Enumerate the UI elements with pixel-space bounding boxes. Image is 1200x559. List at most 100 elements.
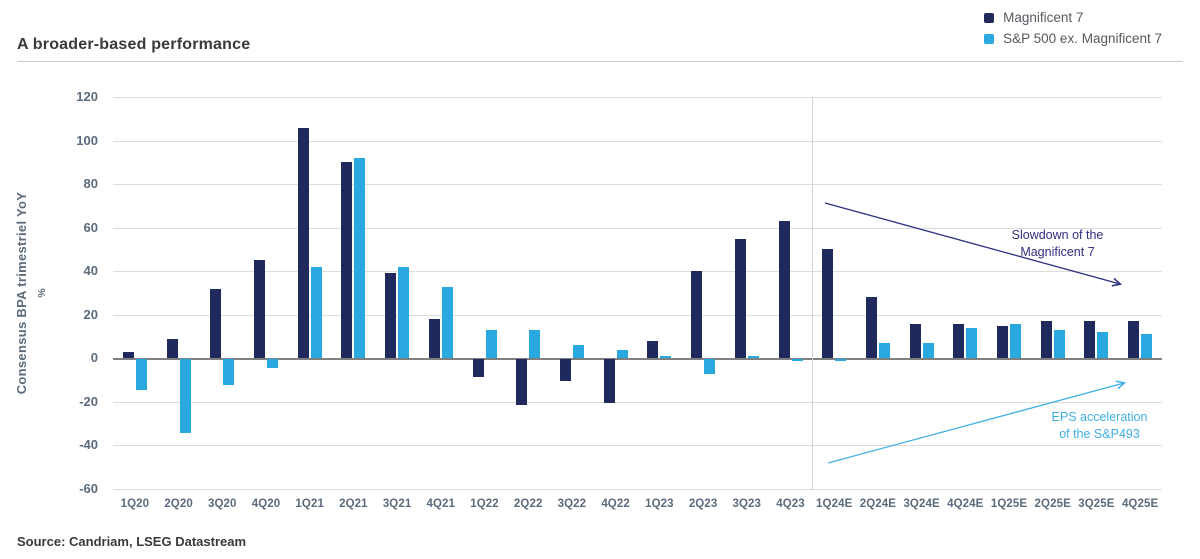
x-tick-label-3q21: 3Q21 [382, 498, 412, 510]
legend-swatch-blue-icon [984, 33, 995, 44]
bar-s-p-500-ex-magnificent-7-3q24e [922, 343, 934, 359]
x-tick-label-3q24e: 3Q24E [903, 498, 940, 510]
bar-magnificent-7-2q21 [341, 162, 353, 359]
bar-s-p-500-ex-magnificent-7-3q23 [747, 356, 759, 359]
bar-s-p-500-ex-magnificent-7-4q21 [441, 286, 453, 359]
gridline--40 [113, 445, 1162, 447]
x-tick-label-2q23: 2Q23 [688, 498, 718, 510]
annotation-slowdown-magnificent-7: Slowdown of the Magnificent 7 [1011, 228, 1104, 259]
bar-magnificent-7-4q24e [953, 323, 965, 359]
bar-magnificent-7-1q20 [122, 351, 134, 359]
bar-magnificent-7-2q24e [865, 297, 877, 359]
gridline--60 [113, 489, 1162, 490]
bar-magnificent-7-3q22 [559, 359, 571, 382]
x-tick-label-2q25e: 2Q25E [1034, 498, 1071, 510]
source-attribution: Source: Candriam, LSEG Datastream [17, 534, 247, 549]
gridline-80 [113, 184, 1162, 186]
x-tick-label-4q22: 4Q22 [601, 498, 630, 510]
bar-magnificent-7-4q25e [1128, 321, 1140, 359]
x-tick-label-3q22: 3Q22 [557, 498, 587, 510]
legend-label: S&P 500 ex. Magnificent 7 [1003, 31, 1162, 46]
bar-s-p-500-ex-magnificent-7-4q20 [267, 359, 278, 368]
x-tick-label-2q21: 2Q21 [339, 498, 368, 510]
x-tick-label-4q24e: 4Q24E [947, 498, 984, 510]
annotation-eps-acceleration: EPS acceleration of the S&P493 [1051, 410, 1148, 441]
bar-s-p-500-ex-magnificent-7-2q21 [354, 158, 366, 359]
bar-s-p-500-ex-magnificent-7-2q23 [704, 359, 716, 375]
x-tick-label-4q25e: 4Q25E [1121, 498, 1159, 510]
y-axis-unit: % [36, 288, 48, 298]
bar-s-p-500-ex-magnificent-7-3q25e [1097, 332, 1109, 359]
bar-s-p-500-ex-magnificent-7-1q21 [310, 266, 322, 359]
bar-magnificent-7-2q22 [516, 359, 528, 405]
legend-swatch-navy-icon [984, 12, 995, 23]
bar-magnificent-7-1q23 [647, 340, 659, 359]
bar-magnificent-7-3q20 [210, 288, 222, 359]
x-tick-label-1q25e: 1Q25E [990, 498, 1028, 510]
bar-s-p-500-ex-magnificent-7-3q22 [572, 345, 584, 359]
bar-magnificent-7-1q22 [472, 359, 484, 377]
legend-label: Magnificent 7 [1003, 10, 1084, 25]
bar-magnificent-7-1q24e [822, 249, 834, 359]
bar-magnificent-7-3q21 [385, 273, 397, 359]
title-divider [17, 61, 1183, 62]
bar-s-p-500-ex-magnificent-7-1q24e [835, 359, 847, 362]
x-tick-label-4q20: 4Q20 [251, 498, 281, 510]
bar-magnificent-7-2q20 [166, 338, 178, 359]
x-tick-label-1q23: 1Q23 [645, 498, 674, 510]
bar-magnificent-7-3q23 [734, 238, 746, 359]
x-tick-label-4q21: 4Q21 [426, 498, 456, 510]
bar-s-p-500-ex-magnificent-7-3q20 [223, 359, 235, 386]
bar-magnificent-7-4q22 [603, 359, 615, 403]
gridline-40 [113, 271, 1162, 273]
bar-s-p-500-ex-magnificent-7-2q25e [1053, 330, 1065, 359]
bar-s-p-500-ex-magnificent-7-1q20 [135, 359, 147, 390]
y-axis-title: Consensus BPA trimestriel YoY [14, 191, 29, 395]
y-tick-label--60: -60 [79, 481, 98, 496]
gridline-0 [113, 358, 1162, 360]
x-tick-label-1q20: 1Q20 [120, 498, 150, 510]
bar-magnificent-7-4q20 [254, 260, 265, 359]
gridline-100 [113, 140, 1162, 142]
gridline-20 [113, 314, 1162, 316]
forecast-separator [812, 97, 814, 489]
bar-s-p-500-ex-magnificent-7-3q21 [398, 266, 410, 359]
x-tick-label-4q23: 4Q23 [776, 498, 805, 510]
legend-item-magnificent-7: Magnificent 7 [984, 10, 1162, 25]
gridline-60 [113, 227, 1162, 229]
x-tick-label-2q20: 2Q20 [164, 498, 193, 510]
y-tick-label-80: 80 [83, 176, 98, 192]
bar-magnificent-7-1q25e [997, 325, 1008, 359]
y-tick-label-100: 100 [76, 132, 98, 148]
bar-magnificent-7-3q25e [1084, 321, 1096, 359]
bar-s-p-500-ex-magnificent-7-4q24e [966, 327, 978, 359]
y-tick-label-0: 0 [90, 350, 98, 366]
chart-legend: Magnificent 7 S&P 500 ex. Magnificent 7 [984, 10, 1162, 46]
gridline-120 [113, 97, 1162, 98]
x-tick-label-1q21: 1Q21 [295, 498, 324, 510]
x-tick-label-3q25e: 3Q25E [1078, 498, 1115, 510]
bar-s-p-500-ex-magnificent-7-4q25e [1141, 334, 1153, 359]
x-tick-label-3q23: 3Q23 [732, 498, 762, 510]
gridline--20 [113, 401, 1162, 403]
y-tick-label-60: 60 [83, 219, 98, 235]
y-tick-label--40: -40 [79, 437, 98, 453]
page-title: A broader-based performance [17, 36, 251, 53]
x-tick-label-3q20: 3Q20 [208, 498, 237, 510]
legend-item-sp500-ex-mag7: S&P 500 ex. Magnificent 7 [984, 31, 1162, 46]
x-tick-label-2q24e: 2Q24E [859, 498, 897, 510]
bar-s-p-500-ex-magnificent-7-1q25e [1010, 323, 1021, 359]
x-tick-label-1q22: 1Q22 [470, 498, 499, 510]
bar-s-p-500-ex-magnificent-7-1q23 [660, 356, 672, 359]
bar-s-p-500-ex-magnificent-7-4q23 [791, 359, 803, 362]
y-tick-label-120: 120 [76, 89, 98, 104]
x-tick-label-2q22: 2Q22 [513, 498, 543, 510]
y-tick-label-20: 20 [83, 306, 98, 322]
bar-s-p-500-ex-magnificent-7-2q22 [529, 330, 541, 359]
y-tick-label--20: -20 [79, 393, 98, 409]
bar-s-p-500-ex-magnificent-7-2q20 [179, 359, 191, 434]
bar-s-p-500-ex-magnificent-7-1q22 [485, 330, 497, 359]
bar-s-p-500-ex-magnificent-7-4q22 [616, 349, 628, 359]
bar-magnificent-7-1q21 [297, 127, 309, 359]
